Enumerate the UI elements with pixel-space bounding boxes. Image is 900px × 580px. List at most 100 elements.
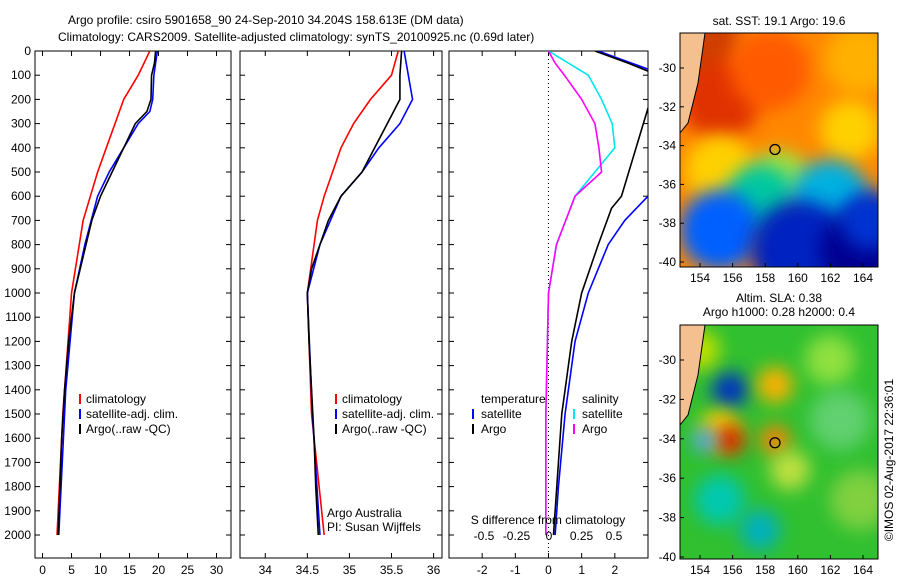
field-blob <box>760 425 790 455</box>
series-line-t-argo <box>552 51 648 536</box>
field-blob <box>693 428 717 452</box>
y-tick-label: 1600 <box>4 431 31 445</box>
y-tick-label: 1000 <box>4 286 31 300</box>
y-tick-label: -40 <box>659 255 677 269</box>
field-blob <box>715 425 745 455</box>
land-area <box>680 325 705 425</box>
x-tick-label: 30 <box>210 563 224 577</box>
x-tick-label: 1 <box>578 563 585 577</box>
field-blob <box>840 190 878 250</box>
land-area <box>680 33 705 133</box>
argo-float-marker <box>769 143 781 156</box>
sla-map-title: Altim. SLA: 0.38 <box>736 291 822 305</box>
x-tick-label: 156 <box>723 271 743 285</box>
s-tick-label: 0.5 <box>606 529 623 543</box>
x-tick-label: 20 <box>152 563 166 577</box>
series-line-s-argo <box>545 51 603 536</box>
x-tick-label: 35.5 <box>380 563 404 577</box>
x-tick-label: 158 <box>755 271 775 285</box>
imos-credit: ©IMOS 02-Aug-2017 22:36:01 <box>882 379 896 542</box>
y-tick-label: -36 <box>659 177 677 191</box>
y-tick-label: -38 <box>659 511 677 525</box>
x-tick-label: 0 <box>39 563 46 577</box>
y-tick-label: 200 <box>11 92 31 106</box>
y-tick-label: 100 <box>11 68 31 82</box>
s-tick-label: 0.25 <box>570 529 594 543</box>
y-tick-label: -34 <box>659 139 677 153</box>
x-tick-label: 154 <box>690 563 710 577</box>
x-tick-label: 160 <box>788 271 808 285</box>
axes-box-salinity <box>239 50 443 559</box>
legend-label: Argo(..raw -QC) <box>86 422 171 436</box>
legend-title: temperature <box>481 392 546 406</box>
y-tick-label: -38 <box>659 216 677 230</box>
x-tick-label: 154 <box>690 271 710 285</box>
y-tick-label: 700 <box>11 213 31 227</box>
x-tick-label: 164 <box>853 271 873 285</box>
title-line2: Climatology: CARS2009. Satellite-adjuste… <box>58 30 535 44</box>
x-tick-label: 158 <box>755 563 775 577</box>
x-tick-label: 162 <box>820 271 840 285</box>
y-tick-label: 400 <box>11 141 31 155</box>
y-tick-label: 1100 <box>5 310 31 324</box>
field-blob <box>740 510 780 550</box>
legend-label: climatology <box>342 392 402 406</box>
y-tick-label: 900 <box>11 262 31 276</box>
x-tick-label: 0 <box>545 563 552 577</box>
sst-map-frame <box>679 32 879 268</box>
sla-map-subtitle: Argo h1000: 0.28 h2000: 0.4 <box>703 305 855 319</box>
series-group-differences <box>545 51 648 558</box>
legend-label: climatology <box>86 392 146 406</box>
x-tick-label: 160 <box>788 563 808 577</box>
series-line-t-satellite <box>554 51 648 536</box>
y-tick-label: 300 <box>11 117 31 131</box>
y-tick-label: 1300 <box>4 359 31 373</box>
x-tick-label: 156 <box>723 563 743 577</box>
y-tick-label: 1700 <box>4 455 31 469</box>
y-tick-label: -34 <box>659 432 677 446</box>
y-tick-label: 1900 <box>4 504 31 518</box>
field-blob <box>757 367 793 403</box>
x-tick-label: -1 <box>510 563 521 577</box>
field-blob <box>825 33 878 95</box>
y-tick-label: 2000 <box>4 528 31 542</box>
legend-label: Argo <box>582 422 608 436</box>
legend-label: satellite <box>582 407 623 421</box>
x-tick-label: 34.5 <box>296 563 320 577</box>
y-tick-label: 500 <box>11 165 31 179</box>
y-tick-label: -32 <box>659 392 677 406</box>
field-blob <box>830 470 878 530</box>
legend-label: satellite-adj. clim. <box>86 407 178 421</box>
coastline <box>680 325 706 426</box>
s-tick-label: -0.5 <box>474 529 495 543</box>
y-tick-label: -32 <box>659 100 677 114</box>
y-tick-label: -30 <box>659 353 677 367</box>
y-tick-label: 1400 <box>4 383 31 397</box>
coastline <box>680 33 706 134</box>
sst-map-field <box>680 33 878 267</box>
s-axis-label: S difference from climatology <box>471 513 626 527</box>
s-tick-label: 0 <box>546 529 553 543</box>
x-tick-label: 2 <box>611 563 618 577</box>
x-tick-label: 25 <box>181 563 195 577</box>
x-tick-label: 15 <box>123 563 137 577</box>
title-line1: Argo profile: csiro 5901658_90 24-Sep-20… <box>68 13 464 27</box>
field-blob <box>695 475 745 525</box>
x-tick-label: 162 <box>820 563 840 577</box>
x-tick-label: 34 <box>259 563 273 577</box>
legend-title: salinity <box>582 392 619 406</box>
field-blob <box>712 372 748 408</box>
x-tick-label: 10 <box>94 563 108 577</box>
sst-map-title: sat. SST: 19.1 Argo: 19.6 <box>713 14 846 28</box>
s-tick-label: -0.25 <box>503 529 531 543</box>
series-group-temperature <box>56 51 159 536</box>
field-blob <box>770 450 810 490</box>
x-tick-label: 35 <box>343 563 357 577</box>
y-tick-label: 1200 <box>4 334 31 348</box>
x-tick-label: 36 <box>427 563 441 577</box>
legend-label: Argo(..raw -QC) <box>342 422 427 436</box>
y-tick-label: 1500 <box>4 407 31 421</box>
legend-label: satellite-adj. clim. <box>342 407 434 421</box>
